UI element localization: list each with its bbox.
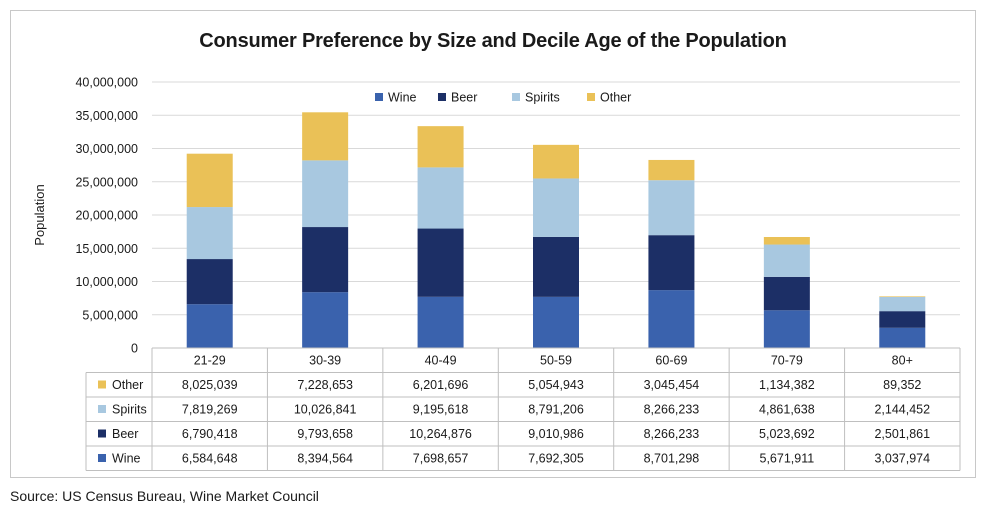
bar-spirits bbox=[302, 160, 349, 228]
y-tick-label: 15,000,000 bbox=[75, 242, 138, 256]
bar-other bbox=[648, 159, 695, 181]
bar-other bbox=[186, 153, 233, 208]
legend-swatch-spirits bbox=[512, 93, 520, 101]
bar-spirits bbox=[533, 178, 579, 237]
chart-frame bbox=[10, 10, 976, 478]
bar-other bbox=[763, 237, 810, 245]
bar-wine bbox=[763, 310, 810, 348]
x-tick-label: 70-79 bbox=[771, 354, 803, 368]
bar-beer bbox=[763, 276, 810, 311]
y-tick-label: 10,000,000 bbox=[75, 275, 138, 289]
y-tick-label: 5,000,000 bbox=[82, 308, 138, 322]
legend-label-beer: Beer bbox=[451, 91, 477, 105]
table-cell-value: 2,501,861 bbox=[874, 427, 930, 441]
bar-wine bbox=[186, 304, 233, 348]
bar-spirits bbox=[763, 244, 810, 277]
legend-swatch-wine bbox=[375, 93, 383, 101]
table-cell-value: 89,352 bbox=[883, 378, 921, 392]
bar-other bbox=[533, 144, 579, 179]
table-cell-value: 6,201,696 bbox=[413, 378, 469, 392]
table-cell-value: 9,195,618 bbox=[413, 403, 469, 417]
table-cell-value: 6,790,418 bbox=[182, 427, 238, 441]
source-note: Source: US Census Bureau, Wine Market Co… bbox=[10, 488, 319, 504]
table-cell-value: 8,791,206 bbox=[528, 403, 584, 417]
bar-wine bbox=[417, 296, 464, 348]
table-cell-value: 8,394,564 bbox=[297, 452, 353, 466]
table-cell-value: 10,264,876 bbox=[409, 427, 472, 441]
x-tick-label: 30-39 bbox=[309, 354, 341, 368]
legend-swatch-beer bbox=[438, 93, 446, 101]
y-axis-label: Population bbox=[32, 184, 47, 245]
bar-spirits bbox=[186, 207, 233, 260]
chart-title: Consumer Preference by Size and Decile A… bbox=[199, 30, 787, 52]
table-row-label: Beer bbox=[112, 427, 138, 441]
table-cell-value: 7,692,305 bbox=[528, 452, 584, 466]
bar-spirits bbox=[417, 167, 464, 229]
bar-beer bbox=[186, 259, 233, 305]
bar-wine bbox=[648, 290, 695, 348]
x-tick-label: 50-59 bbox=[540, 354, 572, 368]
bar-beer bbox=[302, 227, 349, 293]
bar-beer bbox=[533, 236, 579, 297]
table-cell-value: 5,671,911 bbox=[760, 452, 815, 466]
legend-label-wine: Wine bbox=[388, 91, 417, 105]
table-row-label: Wine bbox=[112, 452, 141, 466]
table-cell-value: 7,698,657 bbox=[413, 452, 469, 466]
bar-beer bbox=[648, 235, 695, 291]
table-cell-value: 3,037,974 bbox=[874, 452, 930, 466]
table-cell-value: 5,023,692 bbox=[759, 427, 815, 441]
table-cell-value: 8,701,298 bbox=[644, 452, 700, 466]
legend-swatch-other bbox=[587, 93, 595, 101]
table-swatch-other bbox=[98, 380, 106, 389]
y-tick-label: 25,000,000 bbox=[75, 175, 138, 189]
table-row-label: Spirits bbox=[112, 403, 147, 417]
x-tick-label: 80+ bbox=[892, 354, 913, 368]
table-cell-value: 3,045,454 bbox=[644, 378, 700, 392]
table-swatch-spirits bbox=[98, 405, 106, 413]
table-cell-value: 6,584,648 bbox=[182, 452, 238, 466]
x-tick-label: 40-49 bbox=[425, 354, 457, 368]
bar-beer bbox=[417, 228, 464, 297]
table-cell-value: 8,266,233 bbox=[644, 403, 700, 417]
x-tick-label: 60-69 bbox=[655, 354, 687, 368]
bar-wine bbox=[879, 327, 926, 348]
bar-wine bbox=[533, 296, 579, 348]
y-tick-label: 35,000,000 bbox=[75, 109, 138, 123]
bar-beer bbox=[879, 311, 926, 328]
y-tick-label: 0 bbox=[131, 342, 138, 356]
table-cell-value: 10,026,841 bbox=[294, 403, 357, 417]
x-tick-label: 21-29 bbox=[194, 354, 226, 368]
table-swatch-beer bbox=[98, 429, 106, 438]
bar-spirits bbox=[879, 296, 926, 312]
legend-label-spirits: Spirits bbox=[525, 91, 560, 105]
y-tick-label: 20,000,000 bbox=[75, 209, 138, 223]
table-cell-value: 7,819,269 bbox=[182, 403, 238, 417]
table-cell-value: 2,144,452 bbox=[874, 403, 930, 417]
table-cell-value: 5,054,943 bbox=[528, 378, 584, 392]
y-tick-label: 40,000,000 bbox=[75, 76, 138, 90]
table-cell-value: 9,010,986 bbox=[528, 427, 584, 441]
bar-other bbox=[417, 126, 464, 168]
table-cell-value: 4,861,638 bbox=[759, 403, 815, 417]
table-cell-value: 8,025,039 bbox=[182, 378, 238, 392]
table-cell-value: 7,228,653 bbox=[297, 378, 353, 392]
table-cell-value: 1,134,382 bbox=[759, 378, 815, 392]
bar-other bbox=[879, 296, 926, 297]
table-row-label: Other bbox=[112, 378, 143, 392]
table-cell-value: 9,793,658 bbox=[297, 427, 353, 441]
bar-spirits bbox=[648, 180, 695, 236]
legend-label-other: Other bbox=[600, 91, 631, 105]
table-cell-value: 8,266,233 bbox=[644, 427, 700, 441]
bar-wine bbox=[302, 292, 349, 348]
table-swatch-wine bbox=[98, 454, 106, 462]
bar-other bbox=[302, 112, 349, 161]
y-tick-label: 30,000,000 bbox=[75, 142, 138, 156]
